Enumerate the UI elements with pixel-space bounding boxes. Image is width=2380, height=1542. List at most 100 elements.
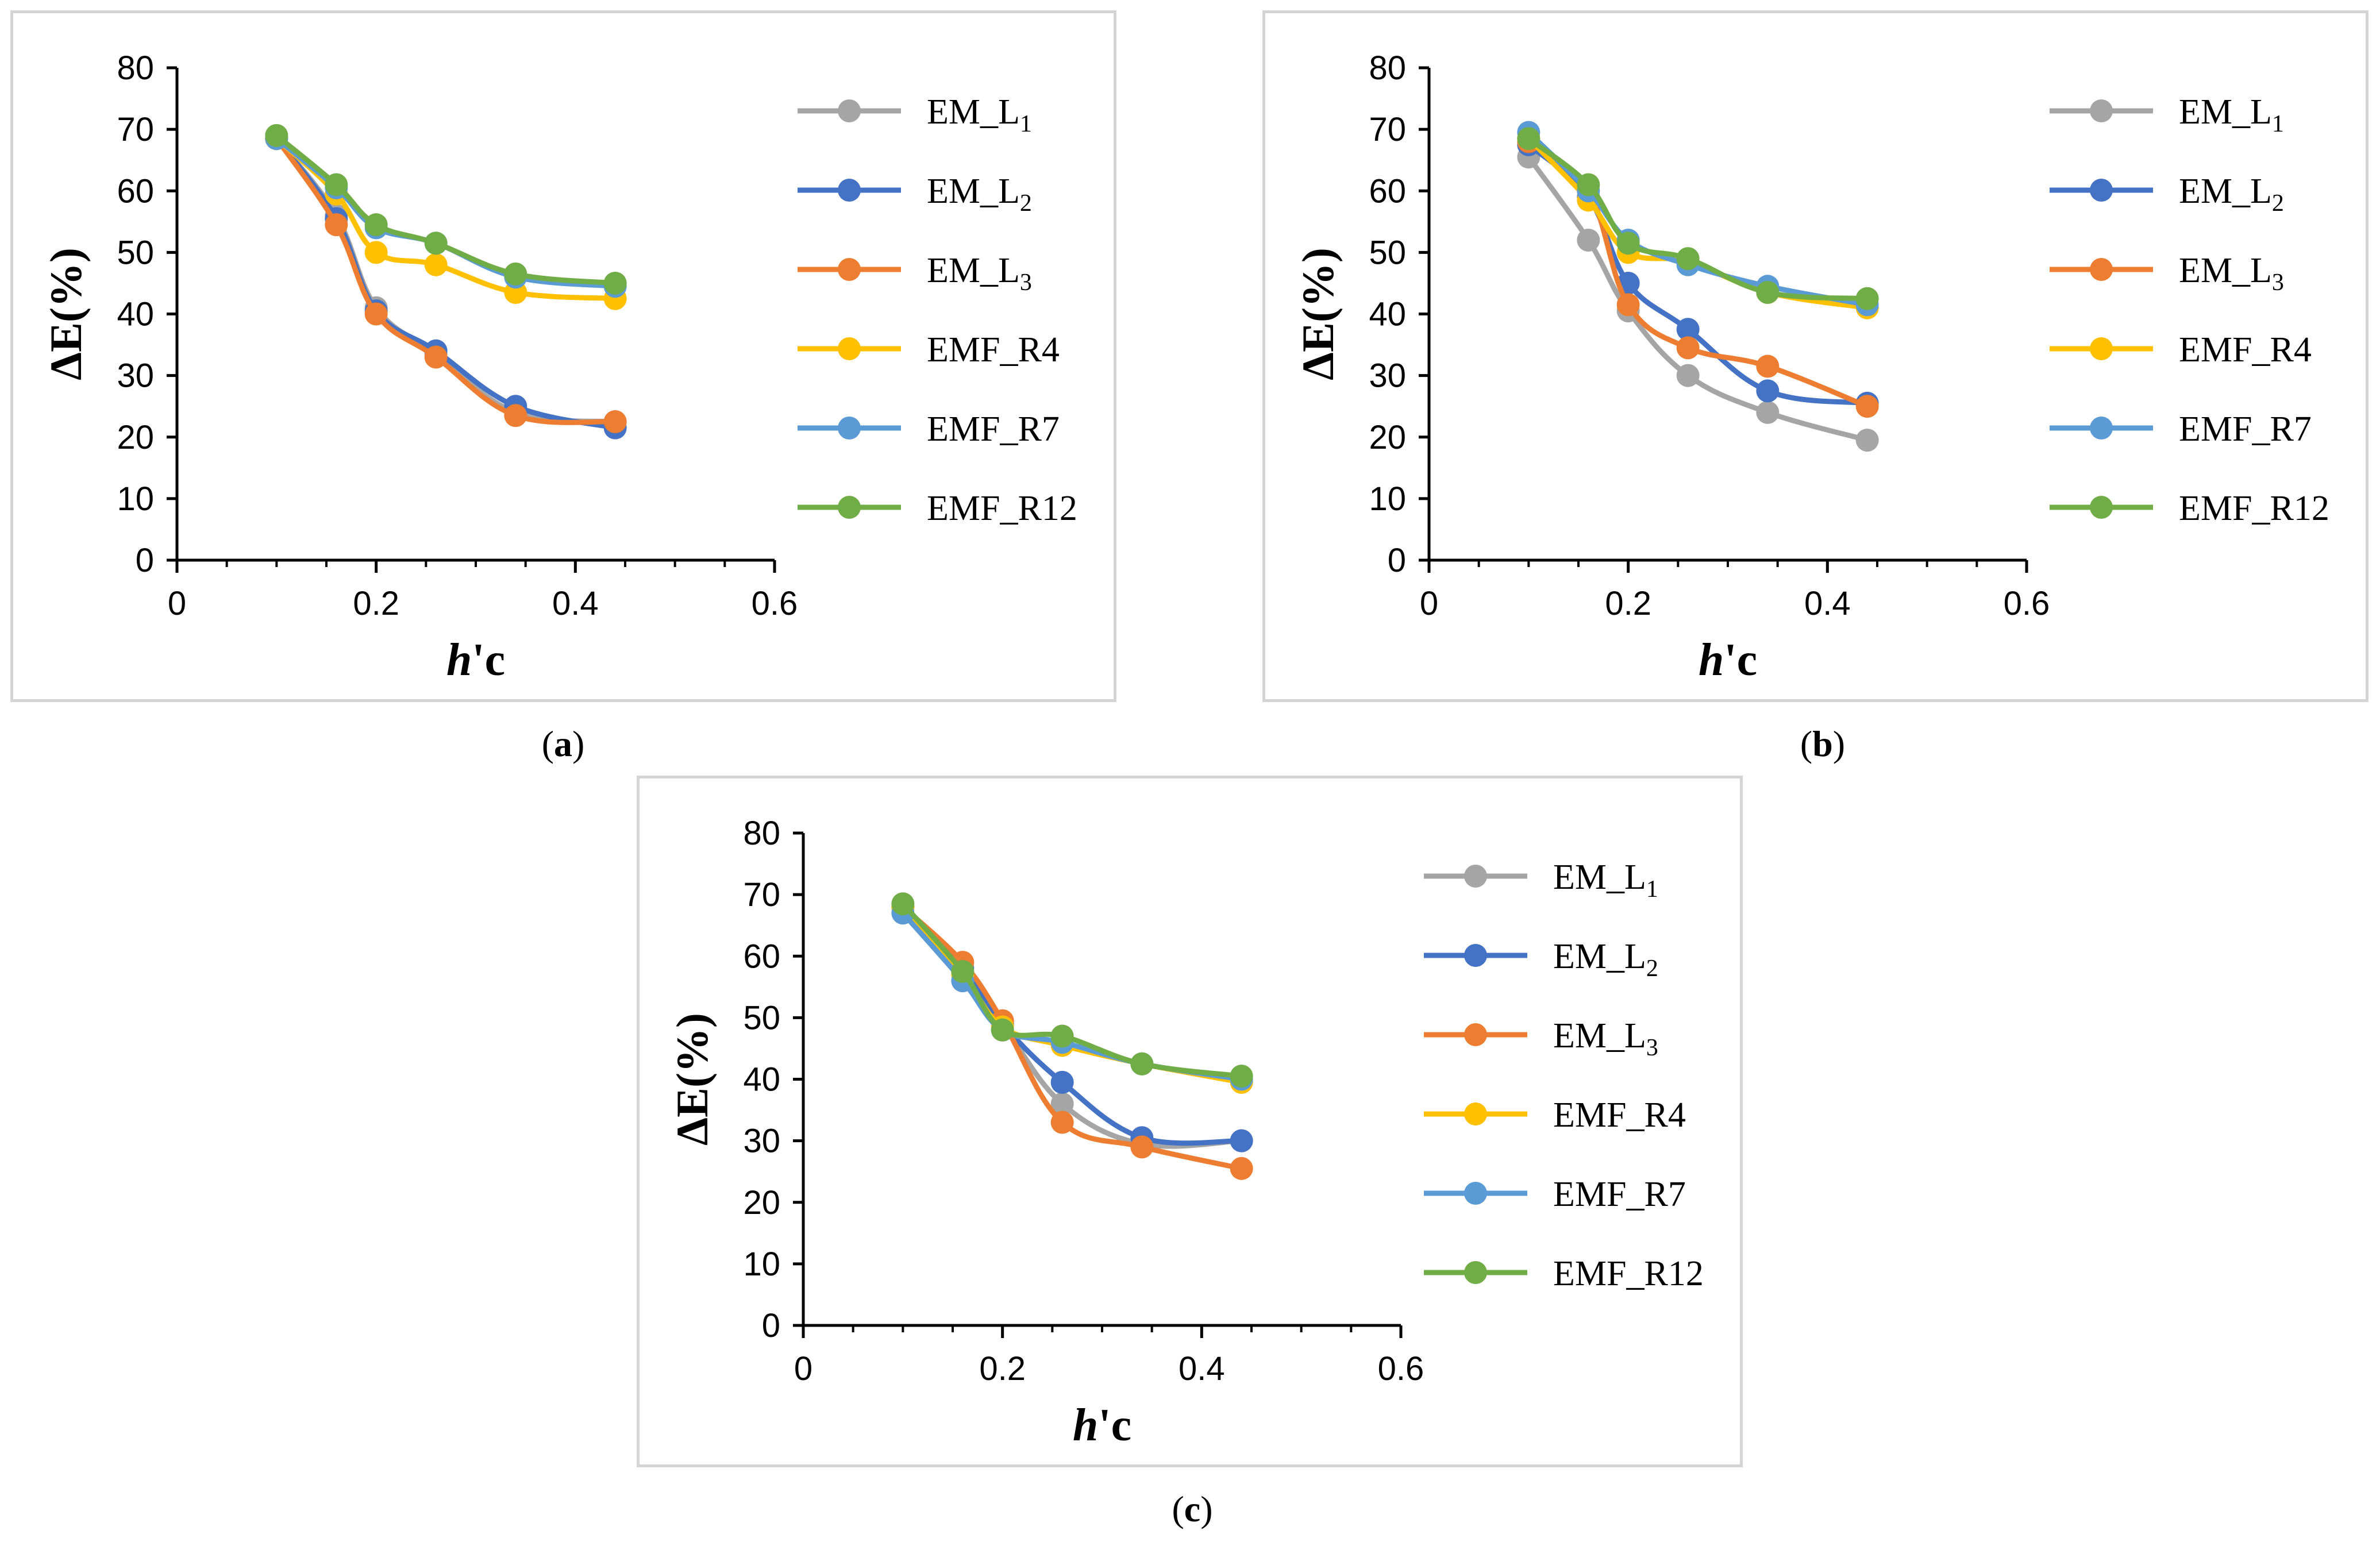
y-tick-label: 40 xyxy=(743,1061,780,1098)
legend-marker xyxy=(2090,258,2113,281)
y-tick-label: 40 xyxy=(1369,296,1406,333)
legend-marker xyxy=(838,417,861,440)
y-tick-label: 0 xyxy=(136,542,154,579)
series-line xyxy=(900,901,1245,1079)
legend-label: EM_L3 xyxy=(2179,251,2284,296)
legend-label: EMF_R4 xyxy=(1553,1096,1686,1135)
x-axis-title-italic: h xyxy=(1699,635,1724,685)
data-point xyxy=(325,173,348,196)
data-point xyxy=(1855,395,1879,418)
y-tick-label: 70 xyxy=(1369,111,1406,148)
x-axis-title: h'c xyxy=(1073,1400,1131,1451)
data-point xyxy=(504,262,527,286)
x-axis-title-italic: h xyxy=(446,635,472,685)
y-tick-label: 70 xyxy=(743,876,780,913)
y-tick-label: 30 xyxy=(117,357,154,395)
data-point xyxy=(1050,1024,1074,1048)
legend-label: EM_L1 xyxy=(2179,92,2284,137)
legend-label: EM_L3 xyxy=(927,251,1032,296)
y-tick-label: 80 xyxy=(1369,49,1406,87)
data-point xyxy=(951,960,975,984)
data-point xyxy=(424,345,448,369)
data-point xyxy=(1130,1135,1154,1159)
legend-marker xyxy=(1464,1102,1487,1125)
series-line xyxy=(274,136,618,431)
legend-label: EM_L2 xyxy=(2179,172,2284,217)
legend-marker xyxy=(1464,1182,1487,1205)
data-point xyxy=(364,213,388,237)
y-tick-label: 50 xyxy=(743,999,780,1036)
series-line xyxy=(900,904,1245,1149)
x-tick-label: 0.6 xyxy=(1378,1350,1424,1387)
y-tick-label: 80 xyxy=(117,49,154,87)
data-point xyxy=(1855,287,1879,310)
data-point xyxy=(325,213,348,237)
legend-label: EMF_R12 xyxy=(927,489,1077,528)
legend-marker xyxy=(2090,99,2113,122)
x-tick-label: 0 xyxy=(794,1350,812,1387)
legend-marker xyxy=(2090,337,2113,360)
caption-a: (a) xyxy=(541,723,585,764)
y-tick-label: 60 xyxy=(117,172,154,210)
y-tick-label: 20 xyxy=(117,419,154,456)
data-point xyxy=(603,271,627,295)
legend-marker xyxy=(2090,179,2113,202)
y-tick-label: 40 xyxy=(117,296,154,333)
data-point xyxy=(1756,379,1780,403)
series-line xyxy=(900,904,1245,1085)
y-tick-label: 10 xyxy=(743,1246,780,1283)
legend-marker xyxy=(838,179,861,202)
legend-label: EM_L2 xyxy=(1553,937,1658,982)
x-tick-label: 0.2 xyxy=(1605,585,1651,622)
y-tick-label: 80 xyxy=(743,815,780,852)
y-axis-title: ΔE(%) xyxy=(1293,248,1343,380)
data-point xyxy=(1577,173,1600,196)
y-tick-label: 0 xyxy=(1388,542,1406,579)
legend-marker xyxy=(2090,496,2113,519)
legend-label-subscript: 2 xyxy=(2272,190,2284,217)
chart-panel-a: 0 10 20 30 40 50 60 70 80 0 0.2 0.4 0.6 ΔE(%) h'c EM_L1… xyxy=(10,10,1116,702)
legend-marker xyxy=(838,496,861,519)
x-tick-label: 0.4 xyxy=(1804,585,1851,622)
y-axis-title: ΔE(%) xyxy=(41,248,91,380)
y-tick-label: 10 xyxy=(1369,480,1406,518)
legend-label: EM_L1 xyxy=(1553,858,1658,903)
data-point xyxy=(1050,1070,1074,1094)
y-tick-label: 60 xyxy=(1369,172,1406,210)
x-tick-label: 0.6 xyxy=(752,585,798,622)
x-tick-label: 0.2 xyxy=(979,1350,1026,1387)
x-tick-label: 0 xyxy=(1420,585,1438,622)
legend-label-subscript: 3 xyxy=(2272,269,2284,296)
y-tick-label: 0 xyxy=(762,1307,780,1344)
legend-marker xyxy=(1464,1261,1487,1284)
y-tick-label: 30 xyxy=(743,1123,780,1160)
data-point xyxy=(1230,1129,1253,1152)
legend-marker xyxy=(838,337,861,360)
data-point xyxy=(364,241,388,264)
data-point xyxy=(1230,1065,1253,1088)
legend-label: EM_L2 xyxy=(927,172,1032,217)
x-tick-label: 0 xyxy=(168,585,186,622)
series-line xyxy=(1526,154,1870,443)
y-tick-label: 30 xyxy=(1369,357,1406,395)
legend-label-subscript: 3 xyxy=(1020,269,1032,296)
series-line xyxy=(900,910,1245,1082)
series-line xyxy=(1526,136,1870,302)
data-point xyxy=(1130,1052,1154,1075)
legend-label: EMF_R4 xyxy=(927,330,1060,369)
legend-marker xyxy=(1464,865,1487,888)
data-point xyxy=(424,232,448,255)
x-axis-title-rest: 'c xyxy=(472,635,505,685)
data-point xyxy=(1676,364,1700,387)
data-point xyxy=(1756,400,1780,424)
data-point xyxy=(1855,429,1879,452)
y-tick-label: 50 xyxy=(117,234,154,271)
legend-label-subscript: 1 xyxy=(1020,111,1032,137)
x-axis-title: h'c xyxy=(446,635,505,685)
legend-marker xyxy=(1464,1023,1487,1046)
data-point xyxy=(1676,336,1700,360)
y-tick-label: 50 xyxy=(1369,234,1406,271)
legend-label-subscript: 3 xyxy=(1646,1035,1658,1061)
data-point xyxy=(991,1018,1014,1042)
data-point xyxy=(1230,1156,1253,1180)
